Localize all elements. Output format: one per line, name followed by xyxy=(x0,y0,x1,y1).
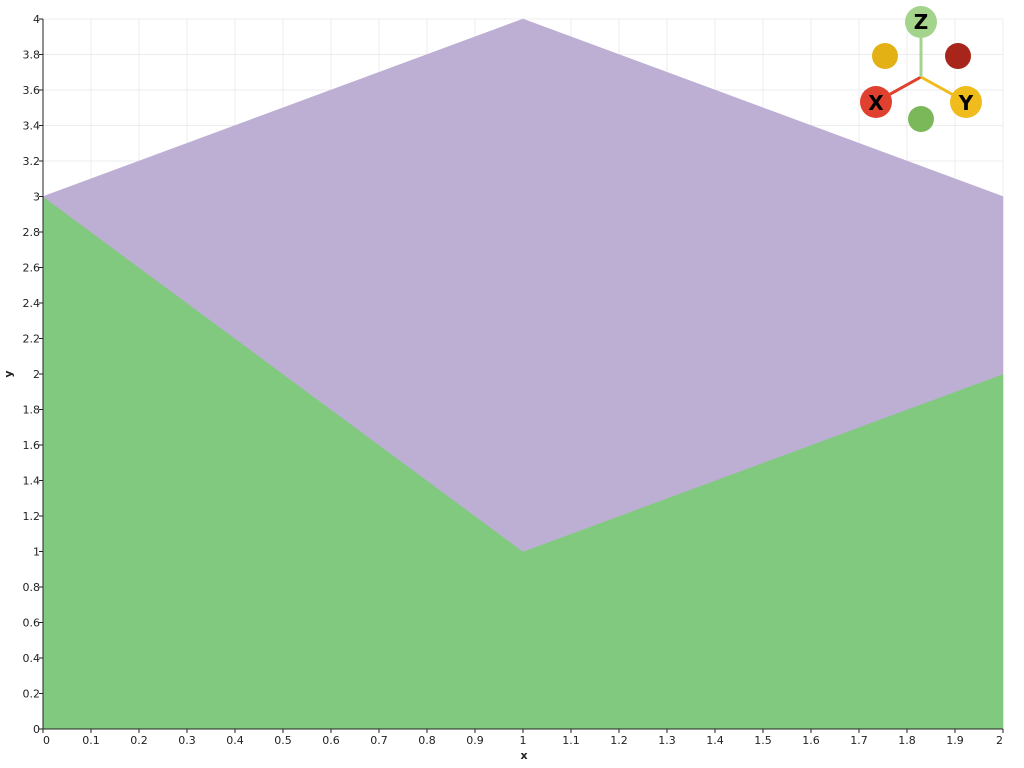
gizmo-z-handle[interactable] xyxy=(905,6,937,38)
gizmo-y-handle[interactable] xyxy=(950,86,982,118)
y-axis-ticks: 0 0.2 0.4 0.6 0.8 1 1.2 1.4 1.6 1.8 2 2.2 2.4 2.6 2.8 3… xyxy=(23,13,43,736)
x-tick-label-2: 0.2 xyxy=(130,734,148,747)
gizmo-x-handle[interactable] xyxy=(860,86,892,118)
area-series-2 xyxy=(42,18,1004,552)
x-tick-label-20: 2 xyxy=(996,734,1003,747)
y-tick-label-6: 1.2 xyxy=(23,510,41,523)
x-tick-label-1: 0.1 xyxy=(82,734,100,747)
y-tick-label-12: 2.4 xyxy=(23,297,41,310)
y-tick-label-15: 3 xyxy=(33,191,40,204)
gizmo-negative-y-handle[interactable] xyxy=(872,43,898,69)
x-tick-label-9: 0.9 xyxy=(466,734,484,747)
y-tick-label-1: 0.2 xyxy=(23,688,41,701)
y-tick-label-17: 3.4 xyxy=(23,120,41,133)
x-tick-label-0: 0 xyxy=(43,734,50,747)
gizmo-x-label: X xyxy=(868,91,884,115)
x-tick-label-4: 0.4 xyxy=(226,734,244,747)
x-tick-label-14: 1.4 xyxy=(706,734,724,747)
y-tick-label-10: 2 xyxy=(33,368,40,381)
x-tick-label-13: 1.3 xyxy=(658,734,676,747)
y-tick-label-8: 1.6 xyxy=(23,439,41,452)
y-tick-label-18: 3.6 xyxy=(23,84,41,97)
x-axis-label: x xyxy=(520,749,527,762)
x-tick-label-5: 0.5 xyxy=(274,734,292,747)
area-series xyxy=(42,18,1004,730)
y-tick-label-4: 0.8 xyxy=(23,581,41,594)
y-tick-label-16: 3.2 xyxy=(23,155,41,168)
y-tick-label-2: 0.4 xyxy=(23,652,41,665)
y-tick-label-0: 0 xyxy=(33,723,40,736)
x-tick-label-12: 1.2 xyxy=(610,734,628,747)
x-tick-label-10: 1 xyxy=(520,734,527,747)
x-tick-label-11: 1.1 xyxy=(562,734,580,747)
gizmo-negative-x-handle[interactable] xyxy=(945,43,971,69)
y-tick-label-20: 4 xyxy=(33,13,40,26)
x-tick-label-7: 0.7 xyxy=(370,734,388,747)
gizmo-y-label: Y xyxy=(958,91,974,115)
x-tick-label-8: 0.8 xyxy=(418,734,436,747)
x-tick-label-19: 1.9 xyxy=(946,734,964,747)
y-tick-label-9: 1.8 xyxy=(23,404,41,417)
y-tick-label-19: 3.8 xyxy=(23,49,41,62)
y-tick-label-5: 1 xyxy=(33,546,40,559)
x-tick-label-6: 0.6 xyxy=(322,734,340,747)
orientation-gizmo[interactable]: X Y Z xyxy=(860,6,982,132)
y-tick-label-13: 2.6 xyxy=(23,262,41,275)
x-tick-label-15: 1.5 xyxy=(754,734,772,747)
y-axis-label: y xyxy=(2,370,15,377)
y-tick-label-7: 1.4 xyxy=(23,475,41,488)
x-tick-label-17: 1.7 xyxy=(850,734,868,747)
gizmo-z-label: Z xyxy=(914,10,929,34)
y-tick-label-3: 0.6 xyxy=(23,617,41,630)
y-tick-label-11: 2.2 xyxy=(23,333,41,346)
x-axis-ticks: 0 0.1 0.2 0.3 0.4 0.5 0.6 0.7 0.8 0.9 1 1.1 1.2 1.3 1.… xyxy=(42,729,1004,747)
x-tick-label-3: 0.3 xyxy=(178,734,196,747)
x-tick-label-18: 1.8 xyxy=(898,734,916,747)
gizmo-negative-z-handle[interactable] xyxy=(908,106,934,132)
y-tick-label-14: 2.8 xyxy=(23,226,41,239)
x-tick-label-16: 1.6 xyxy=(802,734,820,747)
